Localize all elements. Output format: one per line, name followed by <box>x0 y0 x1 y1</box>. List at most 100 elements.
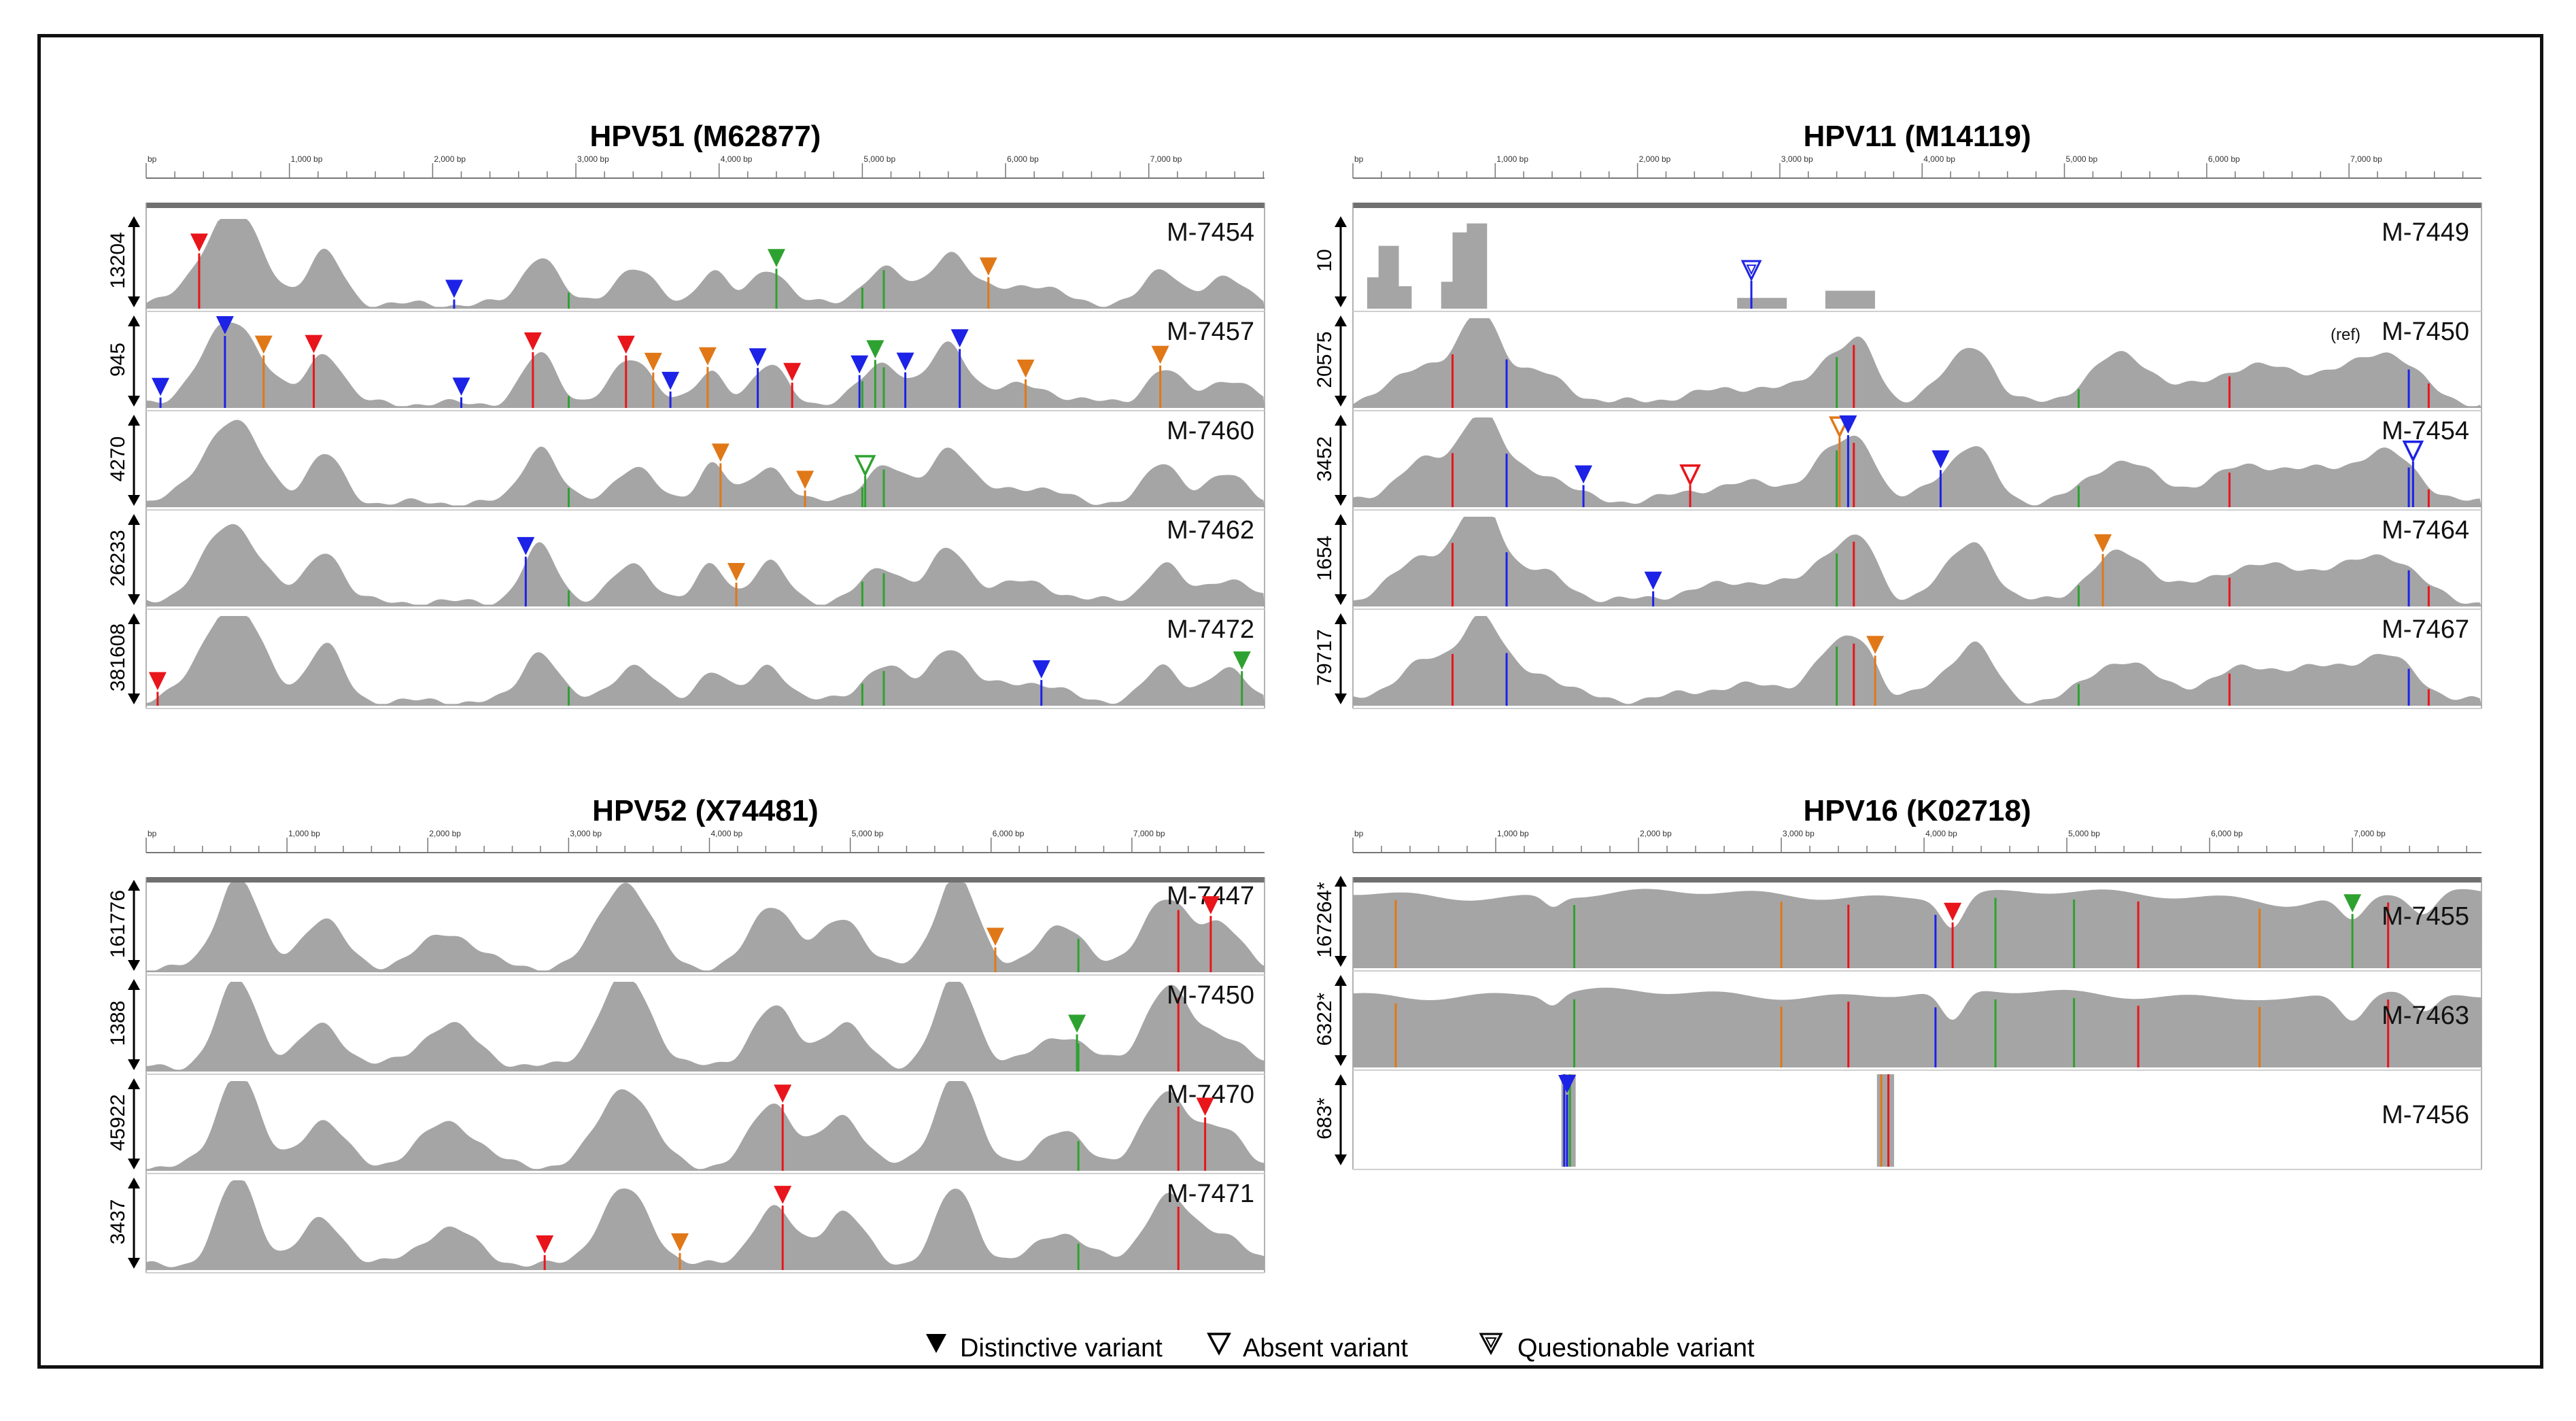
tick-label: 4,000 bp <box>721 154 753 164</box>
track-m-7455: M-7455 167264* <box>1313 876 2481 972</box>
depth-arrow-head-up <box>1335 315 1347 326</box>
variant-marker-red <box>305 335 323 354</box>
legend-absent-icon <box>1207 1333 1231 1356</box>
tick-label: 3,000 bp <box>1781 154 1813 164</box>
variant-marker-red <box>1196 1097 1214 1116</box>
tick-label: 7,000 bp <box>1150 154 1182 164</box>
variant-marker-blue <box>152 377 170 396</box>
questionable-marker-blue <box>1740 260 1762 282</box>
depth-label: 161776 <box>107 890 129 958</box>
tick-label: 7,000 bp <box>2354 829 2386 838</box>
tick-label: 1,000 bp <box>1497 829 1529 838</box>
depth-label: 945 <box>107 343 129 377</box>
variant-marker-blue <box>1839 415 1857 434</box>
coverage-area <box>1353 889 2481 968</box>
depth-label: 683* <box>1313 1097 1336 1140</box>
tick-label: 3,000 bp <box>1783 829 1815 838</box>
depth-label: 20575 <box>1313 331 1336 388</box>
variant-marker-blue <box>445 279 463 298</box>
reference-bar <box>1353 203 2481 208</box>
depth-label: 26233 <box>107 530 129 586</box>
absent-marker-blue <box>2402 441 2424 463</box>
depth-label: 4270 <box>107 436 129 482</box>
ref-label: (ref) <box>2331 326 2360 344</box>
depth-label: 79717 <box>1313 629 1336 685</box>
absent-marker-green <box>854 455 876 477</box>
depth-arrow-head-down <box>1335 594 1347 605</box>
tick-label: 7,000 bp <box>1133 829 1165 838</box>
legend-questionable-label: Questionable variant <box>1517 1334 1755 1363</box>
coverage-area <box>1353 318 2481 408</box>
tick-label: 6,000 bp <box>2211 829 2243 838</box>
track-m-7454: M-7454 3452 <box>1313 415 2481 511</box>
depth-arrow-head-down <box>1335 495 1347 506</box>
panel-title-hpv52: HPV52 (X74481) <box>592 794 819 827</box>
variant-marker-blue <box>1575 465 1593 484</box>
tick-label: 5,000 bp <box>2066 154 2098 164</box>
track-m-7472: M-7472 381608 <box>107 613 1265 709</box>
depth-arrow-head-down <box>1335 956 1347 967</box>
depth-arrow-head-up <box>128 315 140 326</box>
depth-arrow-head-up <box>1335 613 1347 624</box>
variant-marker-orange <box>698 347 717 366</box>
depth-arrow-head-up <box>128 1078 140 1089</box>
depth-arrow-head-up <box>128 880 140 891</box>
coverage-area <box>146 1081 1265 1171</box>
depth-arrow-head-up <box>128 613 140 624</box>
legend-absent-label: Absent variant <box>1243 1334 1408 1363</box>
track-label: M-7450 <box>2382 318 2469 346</box>
track-label: M-7460 <box>1167 417 1254 445</box>
legend-questionable-inner-icon <box>1485 1337 1497 1349</box>
tick-label: 2,000 bp <box>429 829 461 838</box>
coverage-area <box>146 524 1265 606</box>
legend: Distinctive variant Absent variant Quest… <box>926 1333 1755 1363</box>
reference-bar <box>1353 877 2481 883</box>
tick-label: bp <box>148 829 157 838</box>
reference-bar <box>146 203 1265 208</box>
figure-frame <box>37 34 2543 1369</box>
depth-arrow-head-up <box>128 1178 140 1188</box>
depth-label: 1654 <box>1313 536 1336 581</box>
track-m-7462: M-7462 26233 <box>107 514 1265 610</box>
coverage-area <box>146 982 1265 1072</box>
variant-marker-orange <box>796 470 814 490</box>
variant-marker-blue <box>452 377 470 396</box>
depth-arrow-head-up <box>128 415 140 426</box>
variant-marker-blue <box>1931 450 1950 468</box>
track-m-7449: M-7449 10 <box>1313 216 2481 312</box>
depth-label: 10 <box>1313 249 1336 271</box>
panel-0: bp 1,000 bp 2,000 bp 3,000 bp 4,000 bp 5,000 … <box>107 154 1265 709</box>
panel-1: bp 1,000 bp 2,000 bp 3,000 bp 4,000 bp 5,000 … <box>1313 154 2482 709</box>
tick-label: 5,000 bp <box>852 829 884 838</box>
depth-arrow-head-down <box>1335 694 1347 704</box>
depth-label: 6322* <box>1313 992 1336 1046</box>
tick-label: 6,000 bp <box>1007 154 1039 164</box>
panel-title-hpv51: HPV51 (M62877) <box>589 120 821 153</box>
tick-label: 2,000 bp <box>1639 154 1671 164</box>
variant-marker-orange <box>1016 359 1035 378</box>
coverage-area <box>1876 1074 1894 1167</box>
track-m-7464: M-7464 1654 <box>1313 514 2481 610</box>
tick-label: 3,000 bp <box>570 829 602 838</box>
depth-arrow-head-down <box>128 396 140 407</box>
track-label: M-7471 <box>1167 1180 1254 1208</box>
track-label: M-7467 <box>2382 615 2469 644</box>
variant-marker-orange <box>254 335 273 354</box>
variant-marker-red <box>1944 902 1962 921</box>
variant-marker-red <box>774 1084 792 1103</box>
variant-marker-orange <box>671 1233 689 1252</box>
coverage-area <box>1391 286 1412 309</box>
tick-label: 4,000 bp <box>711 829 743 838</box>
track-label: M-7472 <box>1167 615 1254 644</box>
variant-marker-red <box>536 1235 554 1254</box>
track-m-7463: M-7463 6322* <box>1313 975 2481 1071</box>
variant-marker-orange <box>644 352 662 371</box>
track-label: M-7454 <box>1167 218 1254 247</box>
variant-marker-blue <box>1644 571 1662 590</box>
panel-2: bp 1,000 bp 2,000 bp 3,000 bp 4,000 bp 5,000 … <box>107 829 1265 1273</box>
tick-label: 5,000 bp <box>2068 829 2100 838</box>
legend-distinctive-label: Distinctive variant <box>960 1334 1163 1363</box>
track-m-7471: M-7471 3437 <box>107 1178 1265 1273</box>
tick-label: 6,000 bp <box>2208 154 2240 164</box>
variant-marker-blue <box>896 352 914 371</box>
